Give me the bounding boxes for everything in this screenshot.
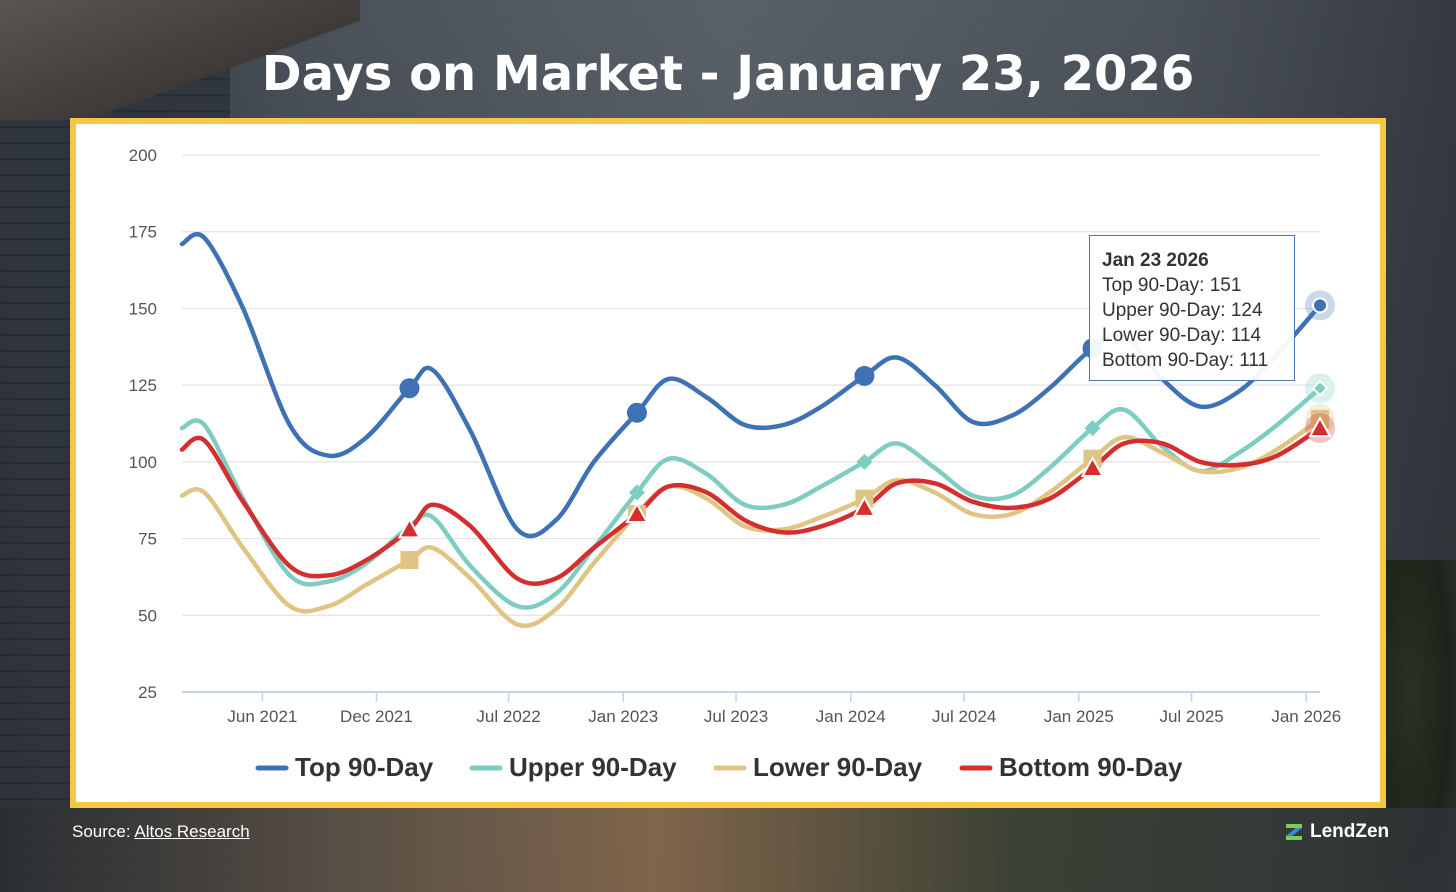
- y-tick-label-25: 25: [138, 683, 157, 702]
- y-tick-label-200: 200: [129, 146, 157, 165]
- marker-top: [1312, 297, 1328, 314]
- tooltip-date: Jan 23 2026: [1102, 250, 1209, 271]
- tooltip-line-lower: Lower 90-Day: 114: [1102, 325, 1262, 346]
- lendzen-logo-icon: [1286, 824, 1302, 840]
- y-tick-label-150: 150: [129, 299, 157, 318]
- source-label: Source:: [72, 822, 131, 841]
- marker-bottom: [1308, 416, 1332, 438]
- grid-lines: [182, 154, 1320, 616]
- x-tick-label: Jul 2025: [1159, 707, 1223, 726]
- marker-lower: [400, 551, 419, 570]
- legend-label-top: Top 90-Day: [295, 752, 434, 782]
- marker-top: [854, 365, 875, 386]
- y-axis-labels: 25 50 75 100 125 150 175 200: [129, 146, 157, 702]
- brand-name: LendZen: [1310, 821, 1390, 842]
- x-tick-label: Jan 2025: [1044, 707, 1114, 726]
- marker-upper: [628, 484, 645, 501]
- x-axis-labels: Jun 2021 Dec 2021 Jul 2022 Jan 2023 Jul 2023…: [227, 707, 1341, 726]
- marker-bottom: [852, 495, 877, 517]
- background-ground: [0, 808, 1456, 892]
- legend-label-upper: Upper 90-Day: [509, 752, 677, 782]
- marker-upper: [1084, 420, 1101, 437]
- legend-label-bottom: Bottom 90-Day: [999, 752, 1183, 782]
- x-axis: [182, 691, 1320, 702]
- x-tick-label: Jul 2022: [476, 707, 540, 726]
- tooltip-line-bottom: Bottom 90-Day: 111: [1102, 350, 1269, 371]
- tooltip-line-upper: Upper 90-Day: 124: [1102, 300, 1263, 321]
- series-line-upper: [179, 385, 1323, 610]
- x-tick-label: Jan 2024: [816, 707, 886, 726]
- marker-top: [626, 402, 647, 423]
- marker-bottom: [625, 501, 649, 524]
- series-line-lower: [179, 416, 1323, 628]
- x-tick-label: Jul 2023: [704, 707, 768, 726]
- x-tick-label: Jan 2026: [1271, 707, 1341, 726]
- y-tick-label-75: 75: [138, 530, 157, 549]
- background-roof: [0, 0, 360, 120]
- legend: Top 90-Day Upper 90-Day Lower 90-Day Bottom…: [255, 752, 1183, 782]
- marker-upper: [856, 453, 873, 470]
- x-tick-label: Jun 2021: [227, 707, 297, 726]
- source-link[interactable]: Altos Research: [134, 822, 250, 841]
- source-credit: Source: Altos Research: [72, 822, 250, 842]
- y-tick-label-100: 100: [129, 453, 157, 472]
- marker-top: [399, 378, 420, 399]
- y-tick-label-50: 50: [138, 606, 157, 625]
- x-tick-label: Jul 2024: [932, 707, 996, 726]
- legend-label-lower: Lower 90-Day: [753, 752, 923, 782]
- chart-tooltip: Jan 23 2026 Top 90-Day: 151 Upper 90-Day…: [1089, 235, 1295, 381]
- series-line-bottom: [179, 425, 1323, 586]
- y-tick-label-125: 125: [129, 376, 157, 395]
- marker-bottom: [1080, 455, 1105, 477]
- brand-logo: LendZen: [1284, 820, 1389, 844]
- page-title: Days on Market - January 23, 2026: [261, 46, 1195, 102]
- tooltip-line-top: Top 90-Day: 151: [1102, 275, 1242, 296]
- marker-upper: [1311, 379, 1329, 397]
- x-tick-label: Dec 2021: [340, 707, 413, 726]
- x-tick-label: Jan 2023: [588, 707, 658, 726]
- marker-bottom: [397, 517, 422, 539]
- y-tick-label-175: 175: [129, 223, 157, 242]
